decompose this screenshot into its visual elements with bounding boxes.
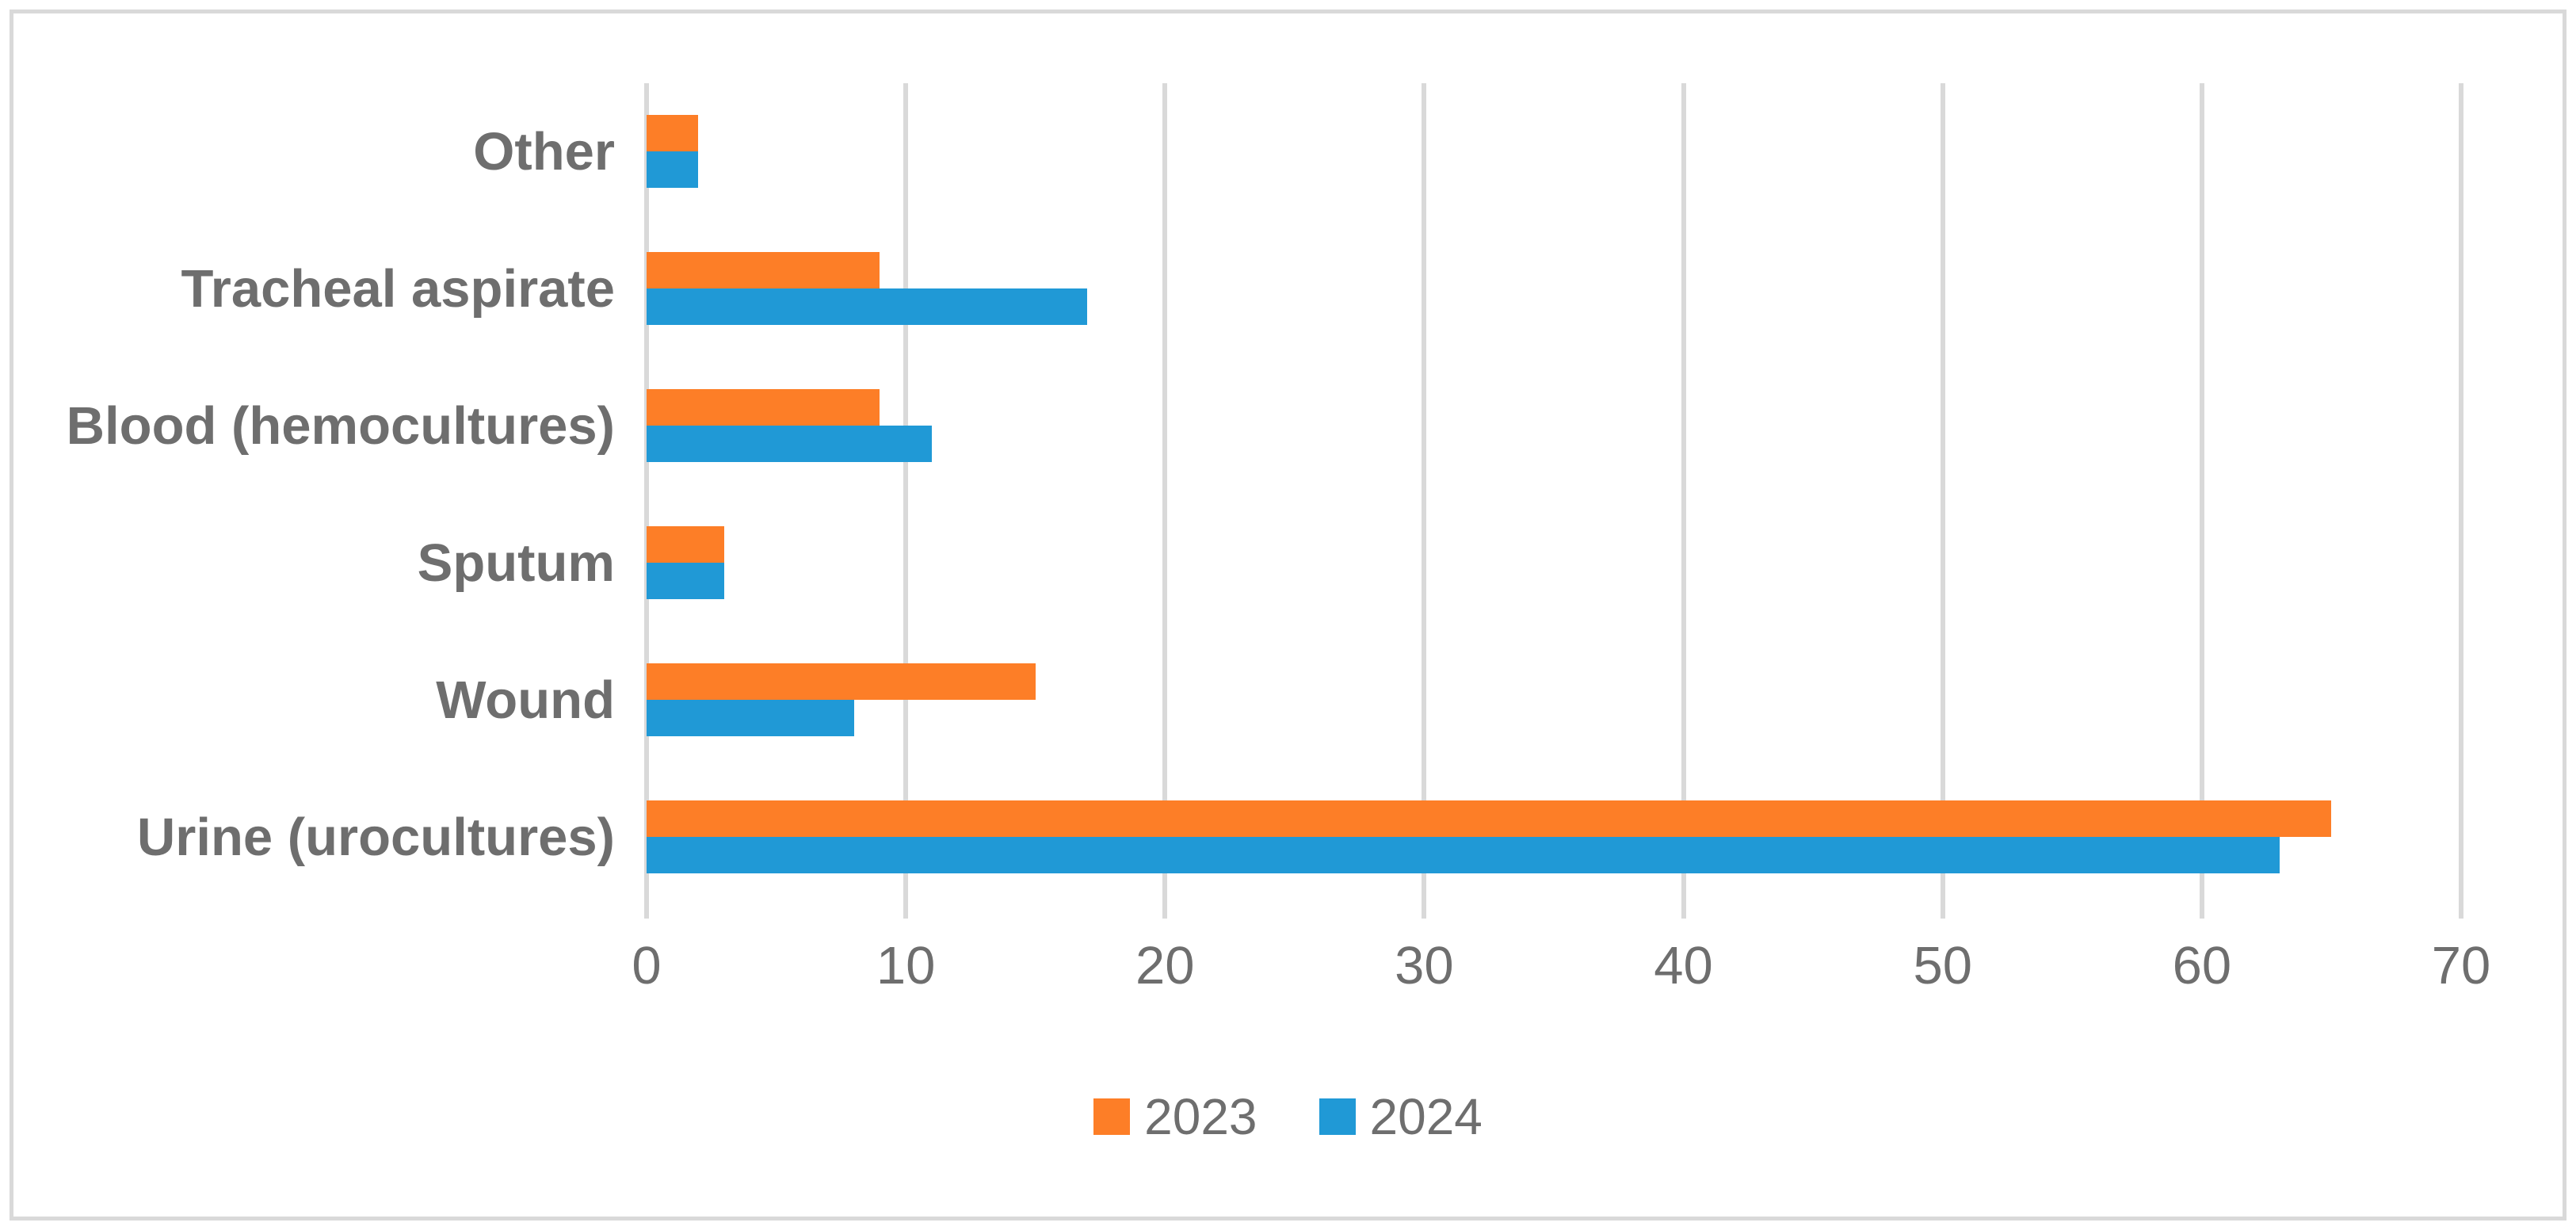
bar-2023-urine-urocultures: [647, 800, 2332, 837]
category-row: [647, 83, 2461, 220]
x-tick-label-0: 0: [632, 936, 662, 995]
bar-2023-other: [647, 115, 699, 151]
gridline-x-10: [903, 83, 909, 919]
category-label: Other: [473, 122, 615, 181]
x-tick-label-30: 30: [1395, 936, 1454, 995]
category-label: Blood (hemocultures): [66, 396, 615, 456]
category-row: [647, 769, 2461, 906]
x-tick-label-40: 40: [1654, 936, 1713, 995]
category-row: [647, 495, 2461, 632]
category-label: Tracheal aspirate: [181, 259, 615, 319]
legend-swatch-2024: [1319, 1098, 1356, 1135]
gridline-x-0: [644, 83, 649, 919]
legend-item-2023: 2023: [1093, 1087, 1257, 1146]
bar-2023-blood-hemocultures: [647, 389, 880, 426]
category-row: [647, 357, 2461, 495]
bar-2024-urine-urocultures: [647, 837, 2280, 873]
legend-label-2024: 2024: [1369, 1088, 1483, 1145]
bar-2023-wound: [647, 663, 1036, 700]
bar-2023-tracheal-aspirate: [647, 252, 880, 288]
category-row: [647, 220, 2461, 357]
gridline-x-30: [1422, 83, 1427, 919]
gridline-x-60: [2199, 83, 2204, 919]
legend: 2023 2024: [0, 1087, 2576, 1146]
gridline-x-40: [1681, 83, 1686, 919]
x-tick-label-10: 10: [876, 936, 936, 995]
bar-2024-blood-hemocultures: [647, 426, 932, 462]
x-tick-label-50: 50: [1913, 936, 1972, 995]
bar-2024-sputum: [647, 563, 725, 599]
legend-label-2023: 2023: [1144, 1088, 1257, 1145]
bar-2023-sputum: [647, 526, 725, 563]
category-label: Urine (urocultures): [136, 808, 615, 867]
plot-area: [644, 83, 2463, 919]
x-tick-label-60: 60: [2172, 936, 2232, 995]
x-tick-label-70: 70: [2431, 936, 2491, 995]
category-row: [647, 632, 2461, 769]
category-label: Sputum: [417, 533, 615, 593]
gridline-x-70: [2459, 83, 2463, 919]
bar-2024-tracheal-aspirate: [647, 288, 1088, 325]
gridline-x-20: [1162, 83, 1168, 919]
bar-2024-other: [647, 151, 699, 188]
legend-swatch-2023: [1093, 1098, 1131, 1135]
bar-2024-wound: [647, 700, 854, 736]
gridline-x-50: [1940, 83, 1945, 919]
category-label: Wound: [436, 670, 615, 730]
y-axis-category-labels: Other Tracheal aspirate Blood (hemoculture…: [16, 83, 615, 906]
legend-item-2024: 2024: [1319, 1087, 1483, 1146]
x-tick-label-20: 20: [1135, 936, 1195, 995]
x-axis-tick-labels: 0 10 20 30 40 50 60 70: [632, 935, 2490, 1007]
